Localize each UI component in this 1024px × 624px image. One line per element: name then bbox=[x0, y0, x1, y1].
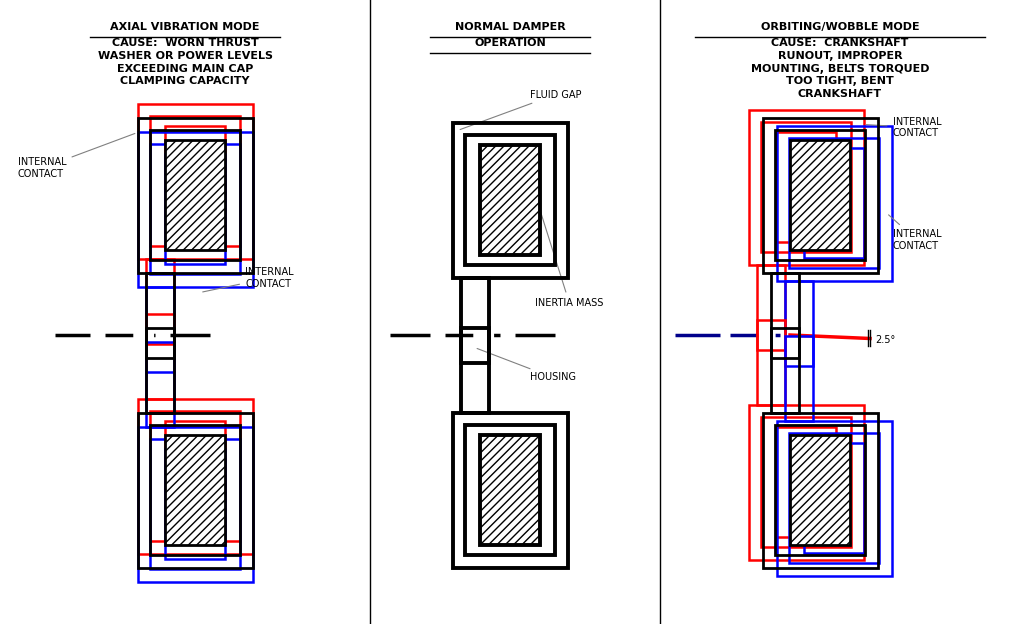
Bar bbox=[150, 425, 240, 555]
Bar bbox=[790, 140, 850, 250]
Bar bbox=[480, 435, 540, 545]
Bar bbox=[165, 421, 225, 531]
Text: 2.5°: 2.5° bbox=[874, 336, 895, 346]
Text: INTERNAL
CONTACT: INTERNAL CONTACT bbox=[18, 134, 135, 179]
Bar bbox=[776, 125, 892, 281]
Bar bbox=[150, 144, 240, 274]
Text: CAUSE:  CRANKSHAFT
RUNOUT, IMPROPER
MOUNTING, BELTS TORQUED
TOO TIGHT, BENT
CRAN: CAUSE: CRANKSHAFT RUNOUT, IMPROPER MOUNT… bbox=[751, 38, 929, 99]
Bar bbox=[465, 135, 555, 265]
Text: AXIAL VIBRATION MODE: AXIAL VIBRATION MODE bbox=[111, 22, 260, 32]
Bar bbox=[165, 154, 225, 264]
Bar bbox=[757, 319, 784, 404]
Text: ORBITING/WOBBLE MODE: ORBITING/WOBBLE MODE bbox=[761, 22, 920, 32]
Text: OPERATION: OPERATION bbox=[474, 38, 546, 48]
Bar bbox=[757, 265, 784, 349]
Bar bbox=[150, 439, 240, 569]
Bar bbox=[761, 417, 851, 547]
Bar bbox=[770, 273, 799, 358]
Text: INTERNAL
CONTACT: INTERNAL CONTACT bbox=[866, 117, 941, 139]
Text: HOUSING: HOUSING bbox=[477, 348, 575, 383]
Bar bbox=[804, 443, 864, 553]
Bar bbox=[145, 328, 173, 412]
Bar bbox=[145, 313, 173, 399]
Bar bbox=[165, 449, 225, 559]
Bar bbox=[763, 117, 878, 273]
Bar bbox=[804, 148, 864, 258]
Bar bbox=[150, 411, 240, 541]
Bar bbox=[775, 130, 865, 260]
Bar bbox=[784, 336, 812, 421]
Bar bbox=[776, 421, 892, 575]
Bar bbox=[776, 427, 836, 537]
Bar bbox=[761, 122, 851, 252]
Bar bbox=[749, 404, 863, 560]
Bar bbox=[790, 433, 879, 563]
Text: NORMAL DAMPER: NORMAL DAMPER bbox=[455, 22, 565, 32]
Bar bbox=[784, 281, 812, 366]
Bar bbox=[763, 412, 878, 567]
Bar bbox=[776, 132, 836, 242]
Bar bbox=[453, 122, 567, 278]
Bar bbox=[145, 341, 173, 426]
Bar bbox=[165, 126, 225, 236]
Bar bbox=[461, 278, 488, 363]
Bar bbox=[137, 117, 253, 273]
Bar bbox=[790, 435, 850, 545]
Bar bbox=[461, 328, 488, 412]
Bar bbox=[480, 145, 540, 255]
Bar bbox=[145, 286, 173, 371]
Bar bbox=[165, 140, 225, 250]
Bar bbox=[150, 116, 240, 246]
Bar bbox=[790, 138, 879, 268]
Bar bbox=[137, 104, 253, 258]
Text: FLUID GAP: FLUID GAP bbox=[460, 89, 582, 130]
Bar bbox=[145, 258, 173, 343]
Bar bbox=[150, 130, 240, 260]
Text: INTERNAL
CONTACT: INTERNAL CONTACT bbox=[203, 267, 294, 292]
Text: CAUSE:  WORN THRUST
WASHER OR POWER LEVELS
EXCEEDING MAIN CAP
CLAMPING CAPACITY: CAUSE: WORN THRUST WASHER OR POWER LEVEL… bbox=[97, 38, 272, 86]
Bar bbox=[137, 399, 253, 553]
Bar bbox=[770, 328, 799, 412]
Bar bbox=[165, 435, 225, 545]
Bar bbox=[465, 425, 555, 555]
Text: INTERNAL
CONTACT: INTERNAL CONTACT bbox=[889, 215, 941, 251]
Bar bbox=[137, 412, 253, 567]
Bar bbox=[749, 109, 863, 265]
Text: INERTIA MASS: INERTIA MASS bbox=[535, 213, 603, 308]
Bar bbox=[453, 412, 567, 567]
Bar bbox=[145, 273, 173, 358]
Bar bbox=[137, 426, 253, 582]
Bar bbox=[137, 132, 253, 286]
Bar bbox=[775, 425, 865, 555]
